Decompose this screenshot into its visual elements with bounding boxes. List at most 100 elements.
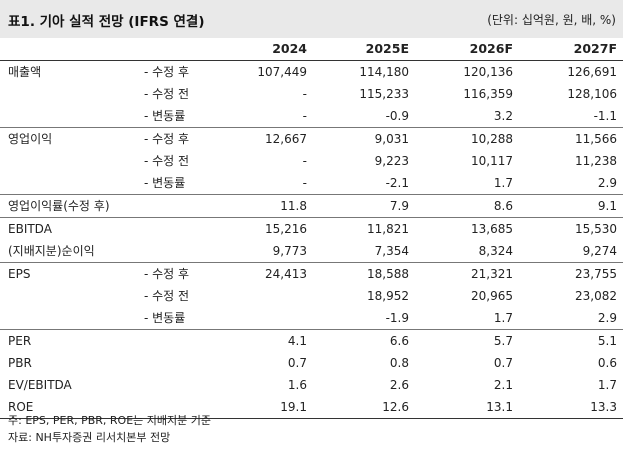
value-cell: 13,685 — [471, 222, 513, 236]
footnote-source: 자료: NH투자증권 리서치본부 전망 — [8, 431, 171, 444]
value-cell: 126,691 — [567, 65, 617, 79]
header-label-cell — [0, 38, 138, 61]
value-cell: 18,952 — [367, 289, 409, 303]
table-row: EPS - 수정 후 24,413 18,588 21,321 23,755 — [0, 262, 623, 286]
row-label — [0, 83, 138, 105]
table-row: - 변동률 -1.9 1.7 2.9 — [0, 307, 623, 330]
value-cell: 1.7 — [597, 378, 617, 392]
row-label: EPS — [8, 267, 31, 281]
value-cell: 128,106 — [567, 87, 617, 101]
table-row: PER 4.1 6.6 5.7 5.1 — [0, 329, 623, 353]
value-cell: 13.1 — [486, 400, 513, 414]
value-cell: 0.8 — [389, 356, 409, 370]
row-sublabel: - 수정 후 — [144, 267, 190, 281]
value-cell: 6.6 — [389, 334, 409, 348]
row-label: PER — [8, 334, 32, 348]
row-sublabel: - 수정 전 — [144, 289, 190, 303]
title-bar: 표1. 기아 실적 전망 (IFRS 연결) (단위: 십억원, 원, 배, %… — [0, 0, 623, 38]
header-year-2027f: 2027F — [573, 41, 617, 56]
value-cell: 116,359 — [463, 87, 513, 101]
row-sublabel: - 수정 후 — [144, 65, 190, 79]
value-cell: 2.9 — [597, 311, 617, 325]
value-cell: 9.1 — [597, 199, 617, 213]
header-year-2024: 2024 — [272, 41, 307, 56]
unit-note: (단위: 십억원, 원, 배, %) — [487, 13, 616, 27]
value-cell: 2.9 — [597, 176, 617, 190]
value-cell: - — [302, 154, 307, 168]
table-row: 영업이익 - 수정 후 12,667 9,031 10,288 11,566 — [0, 127, 623, 151]
header-year-2025e: 2025E — [365, 41, 409, 56]
value-cell: 0.6 — [597, 356, 617, 370]
value-cell: 2.6 — [389, 378, 409, 392]
table-title: 표1. 기아 실적 전망 (IFRS 연결) — [8, 14, 205, 30]
value-cell: -0.9 — [385, 109, 409, 123]
value-cell: 3.2 — [493, 109, 513, 123]
value-cell: - — [302, 109, 307, 123]
table-row: - 수정 전 - 9,223 10,117 11,238 — [0, 150, 623, 172]
header-sub-cell — [138, 38, 238, 61]
value-cell: 0.7 — [493, 356, 513, 370]
row-label: EV/EBITDA — [8, 378, 72, 392]
table-row: ROE 19.1 12.6 13.1 13.3 — [0, 396, 623, 419]
value-cell: 18,588 — [367, 267, 409, 281]
value-cell: -1.9 — [385, 311, 409, 325]
row-sublabel — [138, 374, 238, 396]
value-cell: 20,965 — [471, 289, 513, 303]
row-label — [0, 285, 138, 307]
table-row: EBITDA 15,216 11,821 13,685 15,530 — [0, 217, 623, 241]
footnotes: 주: EPS, PER, PBR, ROE는 지배지분 기준 자료: NH투자증… — [8, 412, 211, 446]
row-label — [0, 105, 138, 128]
table-row: - 수정 전 - 115,233 116,359 128,106 — [0, 83, 623, 105]
table-row: - 변동률 - -0.9 3.2 -1.1 — [0, 105, 623, 128]
table-row: 매출액 - 수정 후 107,449 114,180 120,136 126,691 — [0, 61, 623, 84]
value-cell: 2.1 — [493, 378, 513, 392]
value-cell: 11.8 — [280, 199, 307, 213]
footnote-basis: 주: EPS, PER, PBR, ROE는 지배지분 기준 — [8, 414, 212, 427]
value-cell: 24,413 — [265, 267, 307, 281]
row-label: ROE — [8, 400, 34, 414]
value-cell: 7,354 — [374, 244, 409, 258]
value-cell: 5.1 — [597, 334, 617, 348]
table-row: EV/EBITDA 1.6 2.6 2.1 1.7 — [0, 374, 623, 396]
header-row: 2024 2025E 2026F 2027F — [0, 38, 623, 61]
value-cell: 10,117 — [471, 154, 513, 168]
value-cell: 8,324 — [478, 244, 513, 258]
row-sublabel — [138, 195, 238, 218]
row-sublabel: - 변동률 — [144, 109, 186, 123]
row-sublabel — [138, 240, 238, 263]
value-cell: 13.3 — [590, 400, 617, 414]
value-cell: 9,031 — [374, 132, 409, 146]
value-cell: 4.1 — [287, 334, 307, 348]
row-label — [0, 172, 138, 195]
value-cell: -2.1 — [385, 176, 409, 190]
row-label: PBR — [8, 356, 32, 370]
value-cell: -1.1 — [593, 109, 617, 123]
value-cell: - — [302, 87, 307, 101]
value-cell: 12.6 — [382, 400, 409, 414]
header-year-2026f: 2026F — [469, 41, 513, 56]
value-cell: 1.6 — [287, 378, 307, 392]
value-cell: 15,216 — [265, 222, 307, 236]
row-sublabel: - 변동률 — [144, 176, 186, 190]
value-cell: 21,321 — [471, 267, 513, 281]
value-cell: 11,238 — [575, 154, 617, 168]
row-sublabel — [138, 330, 238, 353]
value-cell: 10,288 — [471, 132, 513, 146]
table-row: - 수정 전 18,952 20,965 23,082 — [0, 285, 623, 307]
row-label — [0, 307, 138, 330]
value-cell: 11,821 — [367, 222, 409, 236]
row-sublabel: - 변동률 — [144, 311, 186, 325]
value-cell: 120,136 — [463, 65, 513, 79]
value-cell — [238, 307, 313, 330]
value-cell: 107,449 — [257, 65, 307, 79]
value-cell: 8.6 — [493, 199, 513, 213]
value-cell: 115,233 — [359, 87, 409, 101]
table-row: PBR 0.7 0.8 0.7 0.6 — [0, 352, 623, 374]
row-sublabel: - 수정 전 — [144, 154, 190, 168]
table-row: (지배지분)순이익 9,773 7,354 8,324 9,274 — [0, 240, 623, 263]
row-label: 영업이익률(수정 후) — [8, 199, 110, 213]
row-label: 매출액 — [8, 65, 42, 79]
row-label: (지배지분)순이익 — [8, 244, 95, 258]
table-body: 매출액 - 수정 후 107,449 114,180 120,136 126,691 - 수… — [0, 61, 623, 419]
